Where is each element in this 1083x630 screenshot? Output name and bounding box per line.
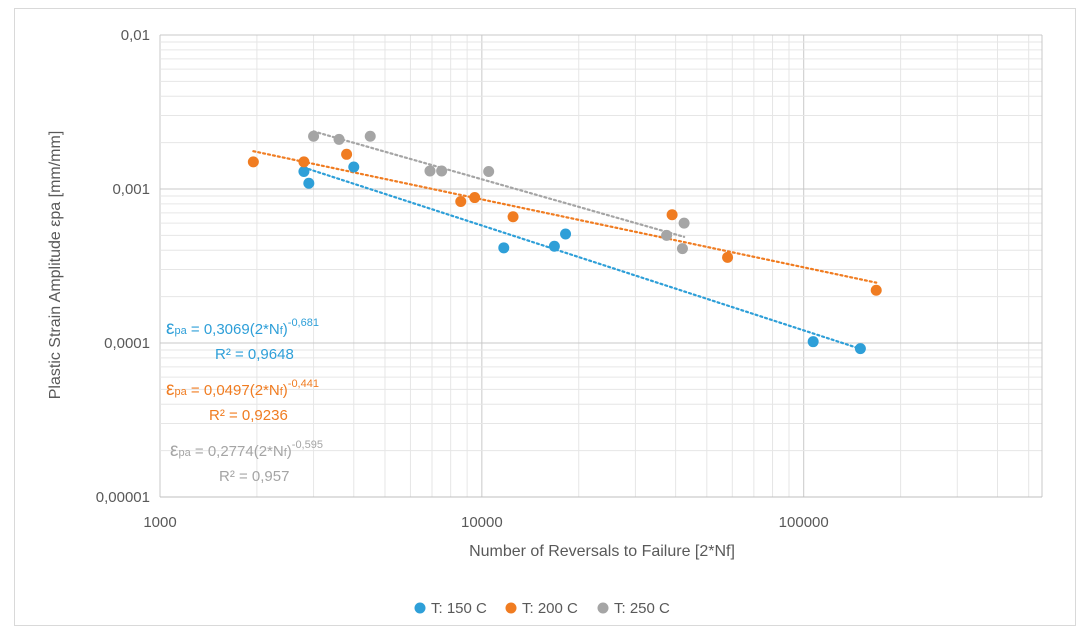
r-squared-label: R² = 0,9236	[209, 407, 288, 424]
trendline-t-150-c	[302, 166, 862, 350]
data-point	[678, 217, 690, 229]
data-point	[507, 211, 519, 223]
data-point	[666, 209, 678, 221]
legend: T: 150 C T: 200 C T: 250 C	[414, 600, 670, 617]
data-point	[548, 240, 560, 252]
data-point	[854, 343, 866, 355]
tick-labels: 1000 10000 100000 0,00001 0,0001 0,001 0,01	[96, 27, 829, 531]
data-point	[560, 228, 572, 240]
data-point	[661, 229, 673, 241]
y-tick-label: 0,01	[121, 27, 150, 44]
x-tick-label: 100000	[779, 514, 829, 531]
data-point	[455, 195, 467, 207]
data-point	[676, 243, 688, 255]
data-point	[308, 130, 320, 142]
data-point	[424, 165, 436, 177]
data-points	[247, 130, 882, 355]
r-squared-label: R² = 0,957	[219, 468, 289, 485]
data-point	[364, 130, 376, 142]
legend-marker	[414, 602, 426, 614]
data-point	[722, 251, 734, 263]
data-point	[341, 148, 353, 160]
x-tick-label: 10000	[461, 514, 503, 531]
legend-marker	[505, 602, 517, 614]
data-point	[303, 177, 315, 189]
data-point	[870, 284, 882, 296]
trend-equation: εpa = 0,0497(2*Nf)-0,441	[166, 378, 319, 400]
trend-equation: εpa = 0,3069(2*Nf)-0,681	[166, 317, 319, 339]
legend-marker	[597, 602, 609, 614]
trend-equation: εpa = 0,2774(2*Nf)-0,595	[170, 439, 323, 461]
y-tick-label: 0,0001	[104, 335, 150, 352]
r-squared-label: R² = 0,9648	[215, 346, 294, 363]
data-point	[348, 161, 360, 173]
x-tick-label: 1000	[143, 514, 176, 531]
legend-label: T: 250 C	[614, 600, 670, 617]
x-axis-title: Number of Reversals to Failure [2*Nf]	[469, 543, 735, 560]
data-point	[298, 165, 310, 177]
legend-label: T: 200 C	[522, 600, 578, 617]
trendline-t-250-c	[312, 130, 686, 238]
trendline-t-200-c	[252, 150, 878, 284]
grid-lines	[159, 34, 1043, 498]
y-tick-label: 0,001	[112, 181, 150, 198]
data-point	[247, 156, 259, 168]
chart-frame	[14, 8, 1076, 626]
data-point	[333, 133, 345, 145]
y-axis-title: Plastic Strain Amplitude εpa [mm/mm]	[47, 131, 64, 400]
data-point	[469, 192, 481, 204]
legend-label: T: 150 C	[431, 600, 487, 617]
data-point	[483, 165, 495, 177]
data-point	[807, 336, 819, 348]
trend-lines	[252, 130, 878, 350]
data-point	[498, 242, 510, 254]
trend-equations: εpa = 0,3069(2*Nf)-0,681 R² = 0,9648 εpa =…	[166, 317, 323, 485]
data-point	[298, 156, 310, 168]
y-tick-label: 0,00001	[96, 489, 150, 506]
data-point	[436, 165, 448, 177]
